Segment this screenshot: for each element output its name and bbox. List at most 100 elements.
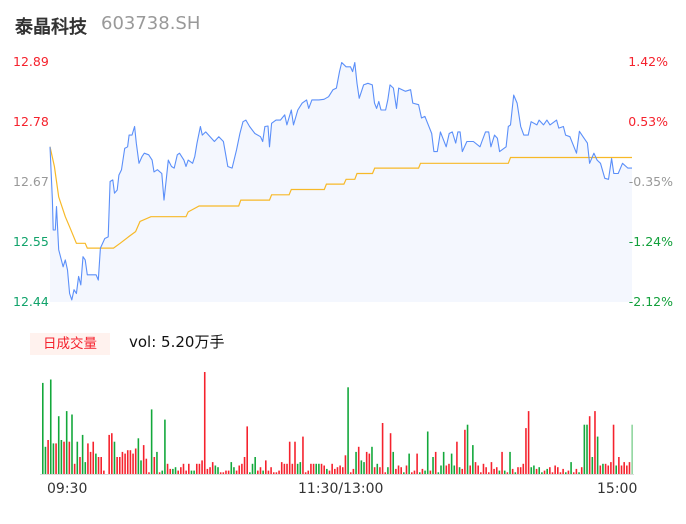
volume-bar [97, 457, 100, 474]
volume-bar [52, 443, 55, 474]
volume-bar [448, 463, 450, 474]
price-area [50, 62, 632, 302]
volume-bar [445, 465, 448, 474]
volume-bar [347, 387, 349, 474]
volume-bar [482, 463, 485, 474]
volume-bar [95, 453, 97, 474]
volume-bar [148, 472, 150, 474]
volume-bar [538, 467, 541, 474]
volume-bar [344, 455, 347, 474]
volume-bar [379, 467, 381, 474]
volume-bar [315, 463, 318, 474]
volume-bar [323, 465, 325, 474]
volume-bar [267, 470, 270, 474]
price-tick: 12.44 [13, 294, 49, 309]
volume-bar [71, 414, 73, 474]
volume-bar [543, 470, 546, 474]
volume-bar [429, 470, 432, 474]
volume-bar [79, 457, 81, 474]
percent-tick: 1.42% [628, 54, 668, 69]
volume-bar [546, 468, 548, 474]
volume-bar [365, 451, 368, 474]
volume-bar [472, 445, 474, 474]
volume-bar [440, 465, 442, 474]
volume-bar [519, 467, 522, 474]
price-tick: 12.78 [13, 114, 49, 129]
volume-bar [480, 472, 482, 474]
volume-bar [288, 441, 291, 474]
volume-bar [265, 460, 267, 474]
volume-bar [246, 426, 248, 474]
volume-bar [623, 462, 625, 474]
volume-bar [156, 451, 158, 474]
percent-tick: -1.24% [628, 234, 673, 249]
volume-bar [575, 468, 578, 474]
volume-bar [262, 470, 264, 474]
price-tick: 12.89 [13, 54, 49, 69]
volume-bar [514, 472, 517, 474]
volume-bar [169, 468, 172, 474]
volume-bar [384, 472, 387, 474]
volume-bar [381, 423, 384, 474]
volume-bar [328, 470, 331, 474]
volume-bar [562, 468, 564, 474]
volume-bar [164, 419, 166, 474]
volume-bar [185, 470, 187, 474]
volume-bar [55, 443, 57, 474]
volume-bar [610, 462, 612, 474]
volume-bar [360, 460, 363, 474]
volume-bar [426, 431, 429, 474]
volume-bar [339, 465, 341, 474]
volume-bar [126, 450, 129, 474]
volume-bar [57, 416, 60, 474]
volume-bar [291, 463, 294, 474]
volume-bar [596, 436, 599, 474]
volume-bar [509, 451, 511, 474]
volume-bar [111, 433, 113, 474]
volume-bar [403, 472, 405, 474]
volume-bar [511, 468, 514, 474]
volume-bars [40, 372, 634, 475]
volume-bar [153, 457, 156, 474]
volume-bar [233, 467, 235, 474]
volume-bar [326, 468, 328, 474]
volume-bar [418, 472, 421, 474]
volume-bar [177, 470, 179, 474]
volume-bar [591, 457, 594, 474]
volume-bar [84, 462, 87, 474]
volume-bar [89, 451, 92, 474]
volume-bar [517, 467, 519, 474]
volume-bar [124, 453, 126, 474]
volume-bar [257, 470, 259, 474]
volume-bar [564, 472, 567, 474]
volume-bar [103, 470, 105, 474]
volume-bar [217, 467, 219, 474]
volume-bar [530, 467, 533, 474]
volume-bar [432, 457, 434, 474]
x-tick: 11:30/13:00 [298, 481, 384, 497]
volume-bar [280, 462, 283, 474]
volume-bar [283, 463, 286, 474]
volume-bar [307, 470, 310, 474]
avg-price-line [49, 146, 632, 249]
volume-bar [392, 451, 395, 474]
volume-bar [214, 465, 217, 474]
volume-bar [302, 436, 304, 474]
volume-bar [397, 465, 400, 474]
volume-bar [469, 465, 471, 474]
volume-bar [113, 441, 116, 474]
volume-bar [278, 470, 280, 474]
volume-bar [201, 460, 203, 474]
volume-bar [272, 472, 275, 474]
volume-bar [349, 472, 352, 474]
volume-bar [203, 372, 206, 474]
volume-bar [572, 472, 575, 474]
volume-bar [413, 470, 416, 474]
volume-bar [238, 465, 241, 474]
volume-bar [193, 470, 195, 474]
volume-bar [188, 463, 190, 474]
volume-bar [134, 448, 137, 474]
percent-tick: -0.35% [628, 174, 673, 189]
volume-bar [180, 467, 182, 474]
volume-bar [594, 411, 596, 474]
